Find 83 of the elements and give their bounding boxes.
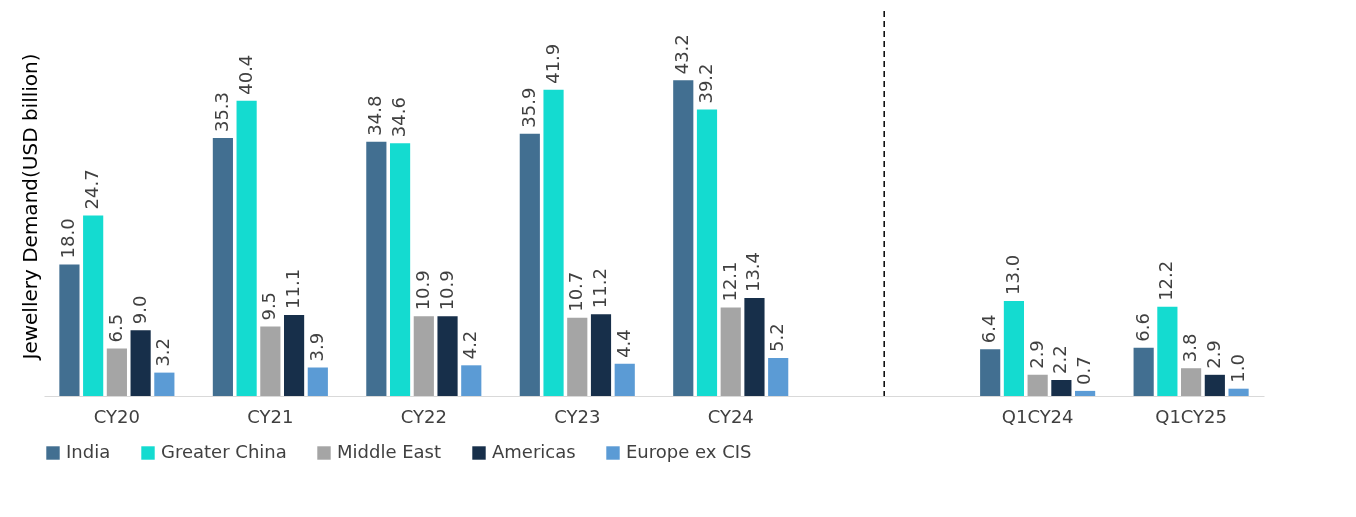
data-label: 43.2 [671, 34, 693, 75]
bar [1075, 390, 1096, 396]
data-label: 10.7 [565, 271, 587, 312]
data-label: 3.9 [305, 332, 327, 362]
data-label: 34.8 [364, 95, 386, 136]
bar [236, 100, 257, 396]
bar [1027, 374, 1048, 396]
x-tick-label: Q1CY25 [1155, 405, 1227, 427]
data-label: 34.6 [388, 97, 410, 138]
data-label: 11.2 [589, 268, 610, 309]
bar [696, 109, 718, 396]
data-label: 13.0 [1001, 254, 1023, 295]
data-label: 39.2 [695, 63, 716, 104]
data-label: 6.6 [1131, 313, 1153, 342]
x-tick-label: CY21 [247, 405, 294, 427]
data-label: 12.2 [1155, 260, 1177, 301]
bar [212, 138, 233, 396]
x-tick-label: CY22 [400, 405, 447, 427]
bar [567, 317, 588, 396]
bar [154, 372, 175, 396]
bar [1003, 301, 1024, 396]
x-tick-label: CY24 [707, 405, 754, 427]
data-label: 4.2 [459, 330, 481, 360]
bar [389, 143, 411, 396]
data-label: 0.7 [1073, 356, 1095, 385]
bar [673, 80, 694, 396]
data-label: 6.4 [978, 314, 1000, 344]
data-label: 2.9 [1202, 340, 1224, 369]
data-label: 2.2 [1049, 345, 1071, 374]
legend-label: Americas [492, 441, 576, 462]
data-label: 18.0 [57, 218, 79, 259]
bar [1181, 368, 1202, 396]
bar [768, 358, 789, 396]
data-label: 10.9 [411, 270, 433, 311]
data-label: 6.5 [104, 313, 126, 343]
data-label: 2.9 [1025, 340, 1047, 369]
data-label: 9.0 [128, 295, 150, 325]
bar [1157, 306, 1178, 396]
bar [366, 141, 387, 396]
bar [543, 89, 564, 396]
bar [590, 314, 612, 396]
bar [307, 367, 328, 396]
data-label: 12.1 [718, 261, 740, 302]
data-label: 13.4 [742, 252, 764, 293]
bar [284, 314, 305, 396]
data-label: 41.9 [541, 43, 563, 84]
bar [83, 215, 104, 396]
bar [980, 349, 1001, 396]
data-label: 10.9 [435, 270, 457, 311]
bar [1204, 374, 1225, 396]
x-tick-label: Q1CY24 [1001, 405, 1074, 427]
data-label: 1.0 [1226, 354, 1248, 383]
bar [413, 316, 434, 396]
data-label: 24.7 [81, 169, 103, 210]
legend-label: India [66, 441, 111, 462]
y-axis-title: Jewellery Demand(USD billion) [17, 53, 42, 362]
data-label: 40.4 [234, 54, 256, 95]
data-label: 35.9 [517, 87, 539, 128]
legend-label: Greater China [161, 441, 287, 462]
bar [130, 330, 151, 396]
data-label: 3.8 [1179, 333, 1201, 363]
bar [461, 365, 482, 396]
data-label: 4.4 [612, 329, 634, 358]
legend-label: Europe ex CIS [626, 441, 752, 462]
x-tick-label: CY23 [554, 405, 601, 427]
bar [614, 363, 635, 396]
bar [1133, 347, 1154, 396]
data-label: 3.2 [152, 337, 174, 367]
data-label: 9.5 [258, 291, 280, 321]
data-label: 5.2 [766, 323, 788, 352]
bar [744, 298, 765, 396]
bar [720, 307, 741, 396]
bar [59, 264, 80, 396]
bar [1051, 379, 1072, 396]
bar [106, 348, 127, 396]
bar [260, 326, 281, 396]
legend-label: Middle East [337, 441, 442, 462]
x-tick-label: CY20 [93, 405, 140, 427]
bar [519, 133, 540, 396]
data-label: 11.1 [282, 268, 304, 309]
data-label: 35.3 [210, 91, 232, 133]
bar [1228, 388, 1249, 396]
bar [437, 316, 458, 396]
